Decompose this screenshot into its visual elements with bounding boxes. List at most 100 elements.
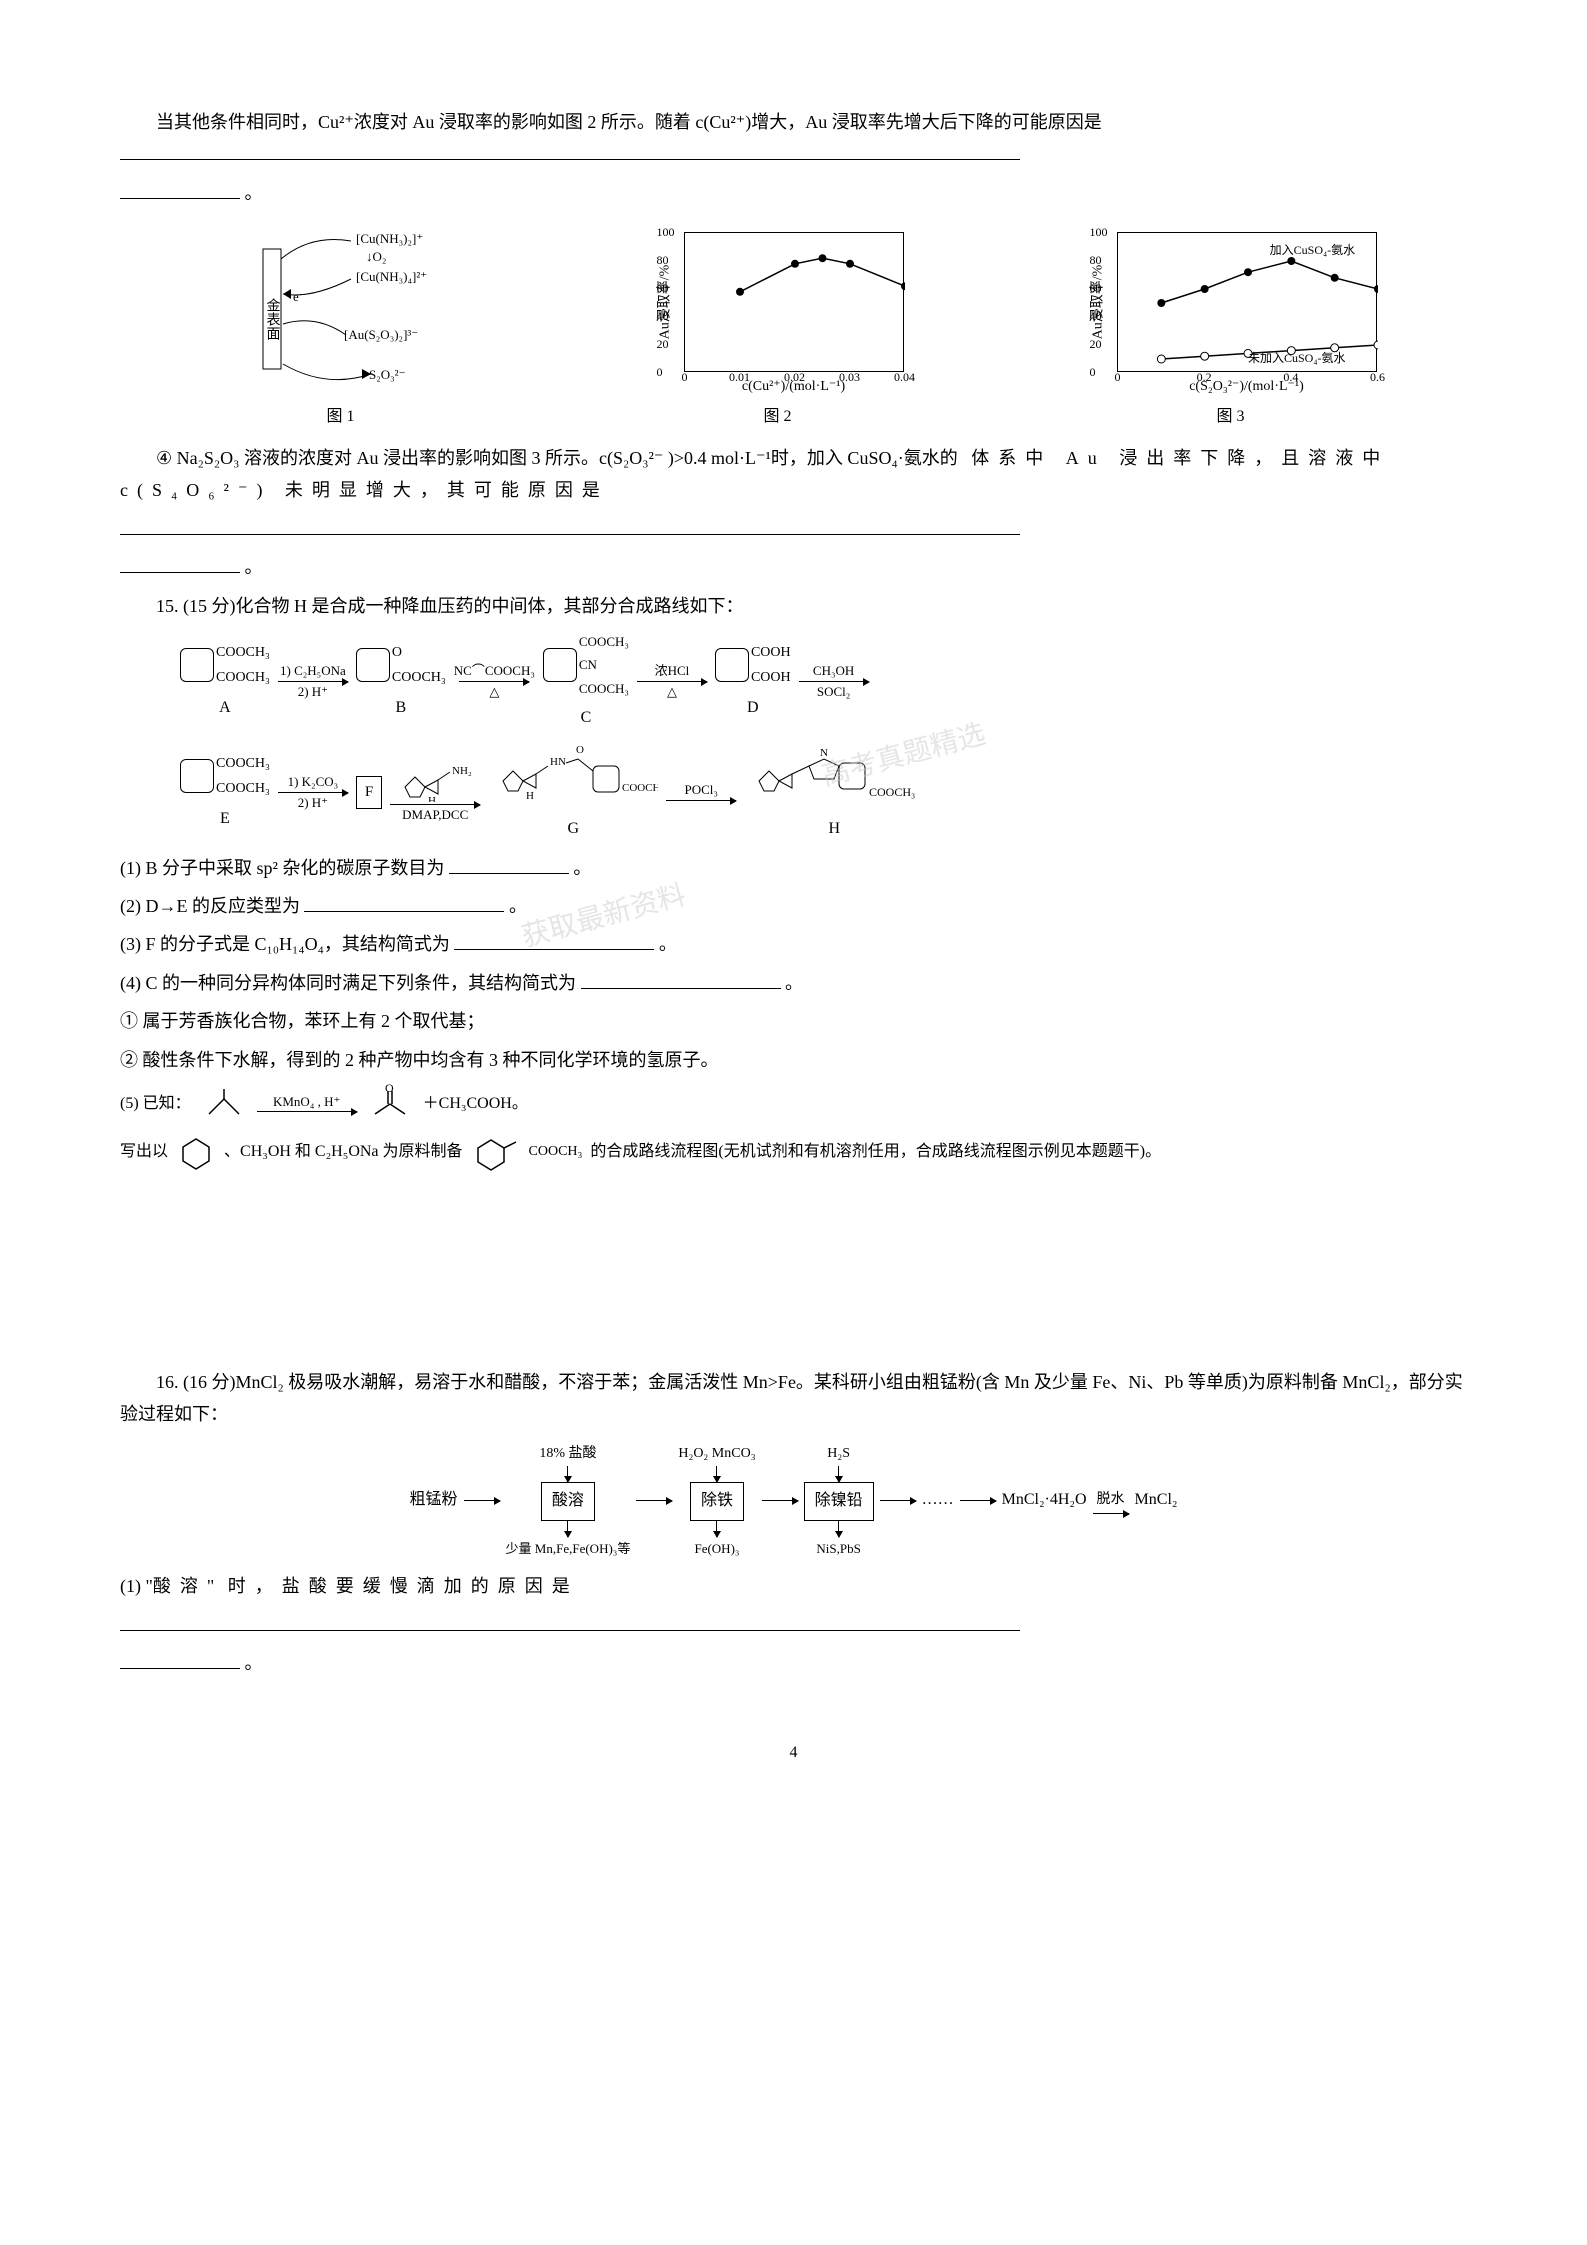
intro-end: 。 bbox=[245, 183, 263, 203]
intro-blank-line2: 。 bbox=[120, 177, 1467, 209]
arrow-CD: 浓HCl △ bbox=[637, 663, 707, 699]
q15-sub3-end: 。 bbox=[659, 934, 677, 954]
molD-label: D bbox=[747, 694, 759, 723]
proc-arrow-2 bbox=[636, 1500, 672, 1501]
fig3-chart: 加入CuSO₄-氨水未加入CuSO₄-氨水 02040608010000.20.… bbox=[1117, 232, 1377, 372]
figure-2: Au浸取率/% 02040608010000.010.020.030.04 c(… bbox=[652, 232, 904, 432]
mol-E: COOCH₃ COOCH₃ E bbox=[180, 751, 270, 834]
q15-sub5-text: (5) 已知： bbox=[120, 1090, 191, 1119]
q16-end: 。 bbox=[245, 1653, 263, 1673]
q16-title: 16. (16 分)MnCl₂ 极易吸水潮解，易溶于水和醋酸，不溶于苯；金属活泼… bbox=[120, 1366, 1467, 1431]
molE-label: E bbox=[220, 805, 230, 834]
molG-svg: HN O COOCH₃ H bbox=[488, 741, 658, 811]
molB-label: B bbox=[396, 694, 407, 723]
molA-bot: COOCH₃ bbox=[216, 665, 270, 690]
arrCD-line bbox=[637, 681, 707, 682]
proc-arrow-4 bbox=[880, 1500, 916, 1501]
sub5-line2b: 、CH₃OH 和 C₂H₅ONa 为原料制备 bbox=[224, 1138, 463, 1167]
arrow-AB: 1) C₂H₅ONa 2) H⁺ bbox=[278, 663, 348, 699]
q16-sub1-a: (1) " bbox=[120, 1576, 153, 1596]
arrDE-bot: SOCl₂ bbox=[817, 684, 850, 700]
svg-text:COOCH₃: COOCH₃ bbox=[622, 782, 658, 794]
proc-r1: 18% 盐酸 bbox=[539, 1441, 596, 1466]
molD-top: COOH bbox=[751, 640, 791, 665]
mol-H: N COOCH₃ H bbox=[744, 741, 924, 844]
fig3-caption: 图 3 bbox=[1216, 403, 1244, 432]
page-number: 4 bbox=[120, 1739, 1467, 1768]
ringE bbox=[180, 759, 214, 793]
proc-arrow-1 bbox=[464, 1500, 500, 1501]
fig1-mid: [Cu(NH₃)₄]²⁺ bbox=[356, 269, 427, 284]
q15-sub3-blank bbox=[454, 929, 654, 951]
q15-sub2-text: (2) D→E 的反应类型为 bbox=[120, 896, 300, 916]
arrFG-line bbox=[390, 804, 480, 805]
q15-title: 15. (15 分)化合物 H 是合成一种降血压药的中间体，其部分合成路线如下： bbox=[120, 590, 1467, 622]
mol-C: COOCH₃ CN COOCH₃ C bbox=[543, 630, 629, 733]
spacer bbox=[120, 1180, 1467, 1360]
svg-text:加入CuSO₄-氨水: 加入CuSO₄-氨水 bbox=[1269, 243, 1355, 257]
arrCD-top: 浓HCl bbox=[655, 663, 690, 679]
q4-text-first: ④ Na₂S₂O₃ 溶液的浓度对 Au 浸出率的影响如图 3 所示。c(S₂O₃… bbox=[156, 448, 958, 468]
arrAB-top: 1) C₂H₅ONa bbox=[280, 663, 346, 679]
arrBC-line bbox=[459, 681, 529, 682]
sub5-line2a: 写出以 bbox=[120, 1138, 168, 1167]
q15-sub1-blank bbox=[449, 852, 569, 874]
molC-label: C bbox=[581, 704, 592, 733]
q15-sub1-text: (1) B 分子中采取 sp² 杂化的碳原子数目为 bbox=[120, 858, 444, 878]
q15-sub2: (2) D→E 的反应类型为 。 bbox=[120, 890, 1467, 922]
proc-box2: 除铁 bbox=[690, 1482, 744, 1521]
fig1-side-label: 金表面 bbox=[264, 298, 280, 340]
q4-blank2 bbox=[120, 552, 240, 574]
svg-text:HN: HN bbox=[550, 756, 566, 768]
fig1-svg: 金表面 [Cu(NH₃)₂]⁺ ↓O₂ [Cu(NH₃)₄]²⁺ [Au(S₂O… bbox=[211, 219, 471, 399]
scheme-row-2: COOCH₃ COOCH₃ E 1) K₂CO₃ 2) H⁺ F NH₂ H D… bbox=[120, 741, 1467, 844]
arrAB-bot: 2) H⁺ bbox=[298, 684, 328, 700]
fig3-xlabel: c(S₂O₃²⁻)/(mol·L⁻¹) bbox=[1157, 374, 1304, 399]
arrEF-top: 1) K₂CO₃ bbox=[288, 774, 339, 790]
intro-blank2 bbox=[120, 177, 240, 199]
arrGH-top: POCl₃ bbox=[685, 782, 718, 798]
mol-A: COOCH₃ COOCH₃ A bbox=[180, 640, 270, 723]
figures-row: 金表面 [Cu(NH₃)₂]⁺ ↓O₂ [Cu(NH₃)₄]²⁺ [Au(S₂O… bbox=[120, 219, 1467, 432]
proc-box1: 酸溶 bbox=[541, 1482, 595, 1521]
q15-sub1: (1) B 分子中采取 sp² 杂化的碳原子数目为 。 bbox=[120, 852, 1467, 884]
molA-label: A bbox=[219, 694, 231, 723]
svg-text:未加入CuSO₄-氨水: 未加入CuSO₄-氨水 bbox=[1248, 351, 1346, 365]
fig1-elec: e⁻ bbox=[293, 289, 306, 304]
sub5-product-icon: O bbox=[365, 1084, 415, 1124]
down-arrow-r1 bbox=[567, 1466, 568, 1482]
q15-sub4-end: 。 bbox=[785, 973, 803, 993]
mol-B: O COOCH₃ B bbox=[356, 640, 446, 723]
down-arrow-r3 bbox=[838, 1466, 839, 1482]
molE-bot: COOCH₃ bbox=[216, 776, 270, 801]
molE-top: COOCH₃ bbox=[216, 751, 270, 776]
q15-sub4: (4) C 的一种同分异构体同时满足下列条件，其结构简式为 。 bbox=[120, 967, 1467, 999]
q16-sub1-c: 时，盐酸要缓慢滴加的原因是 bbox=[214, 1576, 579, 1596]
arrAB-line bbox=[278, 681, 348, 682]
q15-sub4-text: (4) C 的一种同分异构体同时满足下列条件，其结构简式为 bbox=[120, 973, 576, 993]
q15-sub2-end: 。 bbox=[509, 896, 527, 916]
arrCD-bot: △ bbox=[667, 684, 677, 700]
fig1-top: [Cu(NH₃)₂]⁺ bbox=[356, 231, 423, 246]
svg-text:NH₂: NH₂ bbox=[452, 765, 472, 777]
arrGH-line bbox=[666, 800, 736, 801]
arrDE-top: CH₃OH bbox=[813, 663, 854, 679]
intro-blank bbox=[120, 139, 1020, 161]
q15-sub4-blank bbox=[581, 967, 781, 989]
intro-text: 当其他条件相同时，Cu²⁺浓度对 Au 浸取率的影响如图 2 所示。随着 c(C… bbox=[156, 112, 1102, 132]
fig2-ylabel: Au浸取率/% bbox=[652, 265, 677, 340]
proc-under3: NiS,PbS bbox=[816, 1537, 860, 1560]
q16-blank-line2: 。 bbox=[120, 1647, 1467, 1679]
proc-arrow-3 bbox=[762, 1500, 798, 1501]
q15-sub5-line2: 写出以 、CH₃OH 和 C₂H₅ONa 为原料制备 COOCH₃ 的合成路线流… bbox=[120, 1132, 1467, 1172]
scheme-row-1: COOCH₃ COOCH₃ A 1) C₂H₅ONa 2) H⁺ O COOCH… bbox=[120, 630, 1467, 733]
down-arrow-r2 bbox=[716, 1466, 717, 1482]
process-row: 粗锰粉 18% 盐酸 酸溶 少量 Mn,Fe,Fe(OH)₃等 H₂O₂ MnC… bbox=[120, 1441, 1467, 1560]
fig1-au: [Au(S₂O₃)₂]³⁻ bbox=[344, 327, 418, 342]
fig3-ylabel: Au浸取率/% bbox=[1085, 265, 1110, 340]
molB-top: O bbox=[392, 640, 446, 665]
proc-dots: …… bbox=[922, 1486, 954, 1515]
sub5-arrow-line bbox=[257, 1111, 357, 1112]
molB-right: COOCH₃ bbox=[392, 665, 446, 690]
q15-sub3-text: (3) F 的分子式是 C₁₀H₁₄O₄，其结构简式为 bbox=[120, 934, 450, 954]
